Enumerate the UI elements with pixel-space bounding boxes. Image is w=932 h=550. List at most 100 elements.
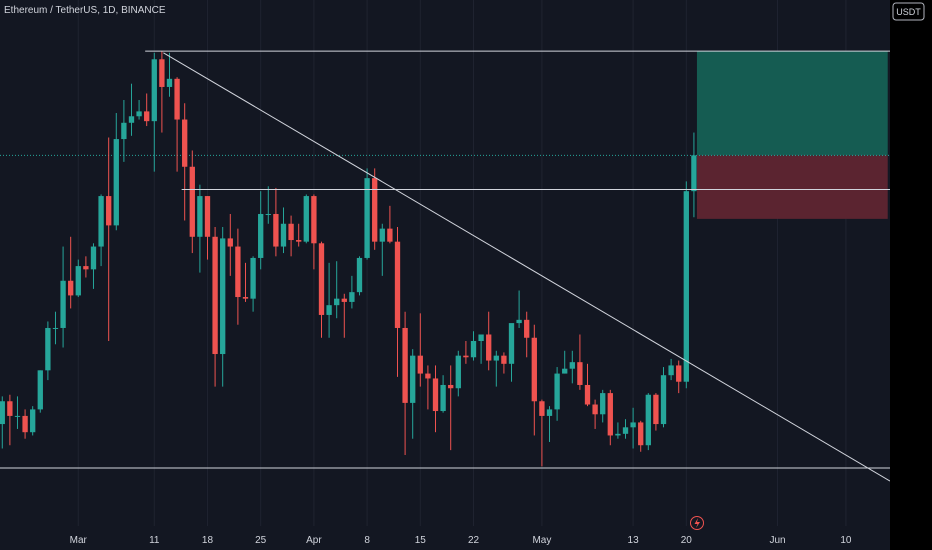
- candle-body: [516, 319, 522, 324]
- candle-body: [98, 196, 104, 247]
- candle-body: [7, 401, 13, 416]
- candle-body: [660, 375, 667, 425]
- x-tick-label: 20: [681, 535, 693, 546]
- candle-body: [22, 415, 28, 433]
- candle-body: [493, 355, 499, 361]
- x-tick-label: May: [532, 535, 551, 546]
- x-tick-label: 25: [255, 535, 267, 546]
- candle-body: [432, 378, 439, 412]
- candle-body: [334, 298, 340, 306]
- candle-body: [90, 246, 97, 270]
- time-scale: [0, 527, 890, 550]
- candle-body: [615, 433, 621, 436]
- candle-body: [645, 394, 651, 446]
- candle-body: [638, 422, 644, 446]
- candle-body: [653, 394, 659, 425]
- candle-body: [280, 223, 287, 247]
- candle-body: [539, 401, 545, 416]
- x-axis: Mar 11 18 25 Apr 8 15 22 May 13 20 Jun 10: [70, 535, 852, 546]
- candle-body: [14, 415, 21, 417]
- candle-body: [113, 139, 119, 226]
- candle-body: [235, 246, 241, 298]
- candle-body: [166, 78, 173, 87]
- candle-body: [189, 166, 195, 237]
- x-tick-label: Mar: [70, 535, 88, 546]
- candle-body: [463, 355, 469, 358]
- candle-body: [136, 111, 142, 117]
- candle-body: [577, 362, 583, 385]
- chart-title: Ethereum / TetherUS, 1D, BINANCE: [4, 5, 166, 16]
- candle-body: [37, 370, 43, 410]
- candle-body: [546, 409, 553, 416]
- candle-body: [622, 427, 629, 434]
- candle-body: [227, 238, 233, 247]
- candle-body: [501, 355, 507, 364]
- candle-body: [60, 280, 66, 328]
- candle-body: [486, 334, 492, 361]
- candle-body: [387, 228, 393, 242]
- candle-body: [554, 373, 560, 410]
- candle-body: [356, 257, 363, 293]
- candle-body: [394, 241, 401, 328]
- candle-body: [151, 59, 157, 122]
- candle-body: [265, 213, 271, 215]
- x-tick-label: 8: [364, 535, 370, 546]
- candle-body: [448, 384, 454, 389]
- candle-body: [242, 297, 249, 299]
- x-tick-label: Jun: [769, 535, 785, 546]
- candle-body: [372, 178, 378, 242]
- candle-body: [128, 116, 135, 123]
- candle-body: [607, 393, 613, 436]
- candle-body: [440, 384, 446, 412]
- candle-body: [592, 404, 598, 415]
- candle-body: [410, 355, 416, 403]
- candle-body: [296, 240, 302, 242]
- candle-body: [668, 365, 674, 376]
- x-tick-label: 22: [468, 535, 480, 546]
- candle-body: [83, 266, 89, 270]
- candle-body: [318, 243, 325, 315]
- candle-body: [425, 373, 431, 379]
- event-icon-bolt: [694, 518, 700, 528]
- candle-body: [197, 196, 203, 237]
- candle-body: [45, 327, 51, 371]
- stop-zone: [696, 155, 888, 219]
- candle-body: [569, 362, 575, 369]
- candle-body: [258, 213, 264, 258]
- candle-body: [470, 341, 477, 358]
- x-tick-label: 11: [149, 535, 160, 546]
- candle-body: [683, 191, 689, 382]
- candle-body: [584, 384, 591, 405]
- candle-body: [455, 355, 461, 389]
- x-tick-label: 10: [840, 535, 852, 546]
- candle-body: [402, 327, 408, 403]
- x-tick-label: 15: [415, 535, 427, 546]
- candle-body: [524, 319, 530, 338]
- candle-body: [478, 334, 484, 342]
- candle-body: [288, 223, 294, 241]
- plot: [0, 50, 891, 482]
- event-icon[interactable]: [690, 516, 704, 530]
- candle-body: [220, 238, 226, 355]
- x-tick-label: Apr: [306, 535, 322, 546]
- candle-body: [379, 228, 385, 242]
- currency-button[interactable]: [892, 2, 925, 21]
- candle-body: [311, 196, 317, 244]
- x-tick-label: 18: [202, 535, 214, 546]
- currency-label[interactable]: USDT: [896, 7, 921, 17]
- candle-body: [212, 236, 218, 355]
- candle-body: [174, 78, 180, 120]
- candle-body: [273, 213, 279, 247]
- candle-body: [531, 337, 537, 402]
- candle-body: [417, 355, 423, 374]
- candle-body: [68, 280, 74, 296]
- candle-body: [75, 266, 81, 296]
- candle-body: [691, 155, 697, 192]
- candle-body: [159, 59, 165, 87]
- candle-body: [562, 368, 568, 374]
- candle-body: [52, 327, 59, 329]
- candle-body: [303, 196, 309, 242]
- candle-body: [341, 298, 347, 302]
- x-tick-label: 13: [628, 535, 640, 546]
